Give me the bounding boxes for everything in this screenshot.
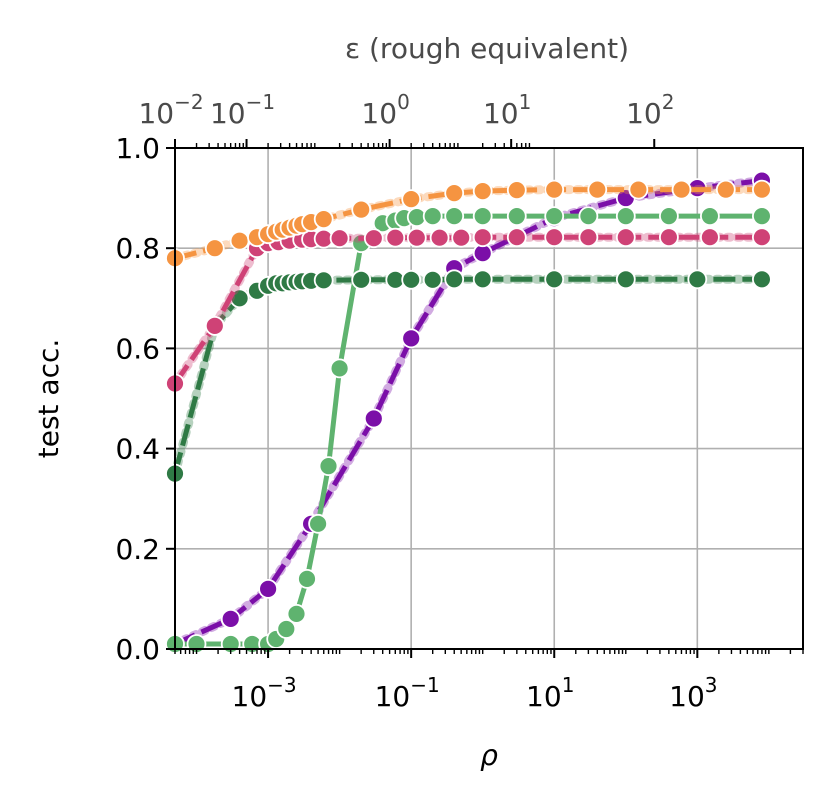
top-tick-label: 10−1 (210, 90, 275, 130)
y-axis-label: test acc. (32, 339, 65, 459)
data-point (297, 569, 317, 589)
x-axis: 10−3 10−1 101 103 (174, 649, 804, 713)
data-point (752, 206, 772, 227)
data-point (363, 408, 384, 429)
data-point (444, 269, 465, 290)
x-tick-label: 10−1 (375, 673, 440, 713)
y-tick-label: 0.6 (115, 332, 160, 365)
data-point (204, 315, 225, 336)
data-point (422, 269, 443, 290)
data-point (472, 227, 493, 248)
data-point (406, 227, 427, 248)
data-point (715, 179, 736, 200)
data-point (429, 227, 450, 248)
data-point (506, 227, 527, 248)
data-point (204, 238, 225, 259)
x-tick-exponent: 1 (562, 673, 575, 697)
data-point (401, 328, 422, 349)
top-tick-label: 10−2 (138, 90, 203, 130)
top-tick-exponent: 2 (662, 90, 675, 114)
data-point (472, 181, 493, 202)
x-tick-label: 10−3 (232, 673, 297, 713)
data-point (401, 189, 422, 210)
data-point (506, 180, 527, 201)
x-tick-label: 103 (669, 673, 717, 713)
data-point (318, 456, 339, 477)
data-point (752, 179, 772, 200)
data-point (578, 206, 599, 227)
y-tick-label: 1.0 (115, 132, 160, 165)
data-point (451, 227, 472, 248)
y-tick-label: 0.4 (115, 433, 160, 466)
top-tick-exponent: 1 (519, 90, 532, 114)
data-point (659, 227, 679, 248)
data-point (544, 227, 565, 248)
data-point (258, 579, 279, 599)
data-point (329, 358, 350, 379)
data-point (578, 227, 599, 248)
plot-frame (174, 147, 804, 650)
x-tick-exponent: −3 (267, 673, 296, 697)
top-tick-exponent: −1 (246, 90, 275, 114)
data-point (351, 269, 372, 290)
top-tick-label: 101 (483, 90, 531, 130)
data-point (628, 179, 649, 200)
data-point (544, 206, 565, 227)
series-line-dotted (170, 274, 767, 479)
data-point (385, 227, 406, 248)
data-point (313, 270, 334, 291)
x-tick-exponent: −1 (410, 673, 439, 697)
data-point (544, 269, 565, 290)
data-point (401, 269, 422, 290)
data-point (313, 209, 334, 230)
top-tick-label: 102 (626, 90, 674, 130)
data-point (587, 179, 608, 200)
data-point (351, 199, 372, 220)
data-point (286, 604, 307, 624)
x-axis-label: ρ (480, 739, 498, 772)
data-point (506, 206, 527, 227)
data-point (752, 227, 772, 248)
series-line (172, 276, 762, 475)
data-point (671, 179, 692, 200)
data-point (615, 206, 636, 227)
data-point (276, 619, 297, 639)
series-group (165, 170, 772, 654)
data-point (472, 206, 493, 227)
data-point (700, 227, 720, 248)
data-point (308, 513, 329, 534)
data-point (472, 269, 493, 290)
x-tick-exponent: 3 (705, 673, 718, 697)
data-point (444, 206, 465, 227)
x-tick-label: 101 (526, 673, 574, 713)
data-point (229, 230, 250, 251)
data-point (659, 206, 679, 227)
top-tick-label: 100 (361, 90, 409, 130)
y-tick-label: 0.0 (115, 633, 160, 666)
data-point (422, 206, 443, 227)
y-tick-label: 0.8 (115, 232, 160, 265)
data-point (363, 228, 384, 249)
top-x-axis: 10−2 10−1 100 101 102 (138, 90, 674, 148)
y-axis: 0.0 0.2 0.4 0.6 0.8 1.0 (115, 132, 175, 666)
data-point (329, 228, 350, 249)
data-point (687, 269, 708, 290)
top-tick-exponent: 0 (397, 90, 410, 114)
y-tick-label: 0.2 (115, 533, 160, 566)
data-point (444, 183, 465, 204)
top-tick-exponent: −2 (174, 90, 203, 114)
data-point (544, 179, 565, 200)
data-point (752, 269, 772, 290)
data-point (615, 227, 636, 248)
data-point (615, 269, 636, 290)
data-point (700, 206, 720, 227)
data-point (220, 609, 241, 629)
top-axis-label: ε (rough equivalent) (345, 32, 629, 65)
